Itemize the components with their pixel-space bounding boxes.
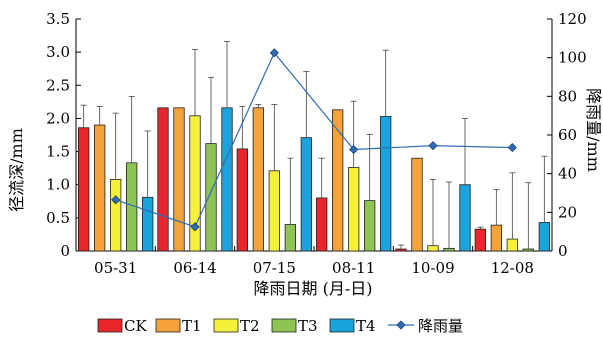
legend-line-marker [396, 320, 406, 330]
bar-t3 [284, 224, 296, 252]
left-tick-label: 1.0 [46, 176, 70, 194]
rainfall-marker [190, 222, 200, 232]
x-tick-label: 10-09 [411, 259, 454, 277]
bar-ck [157, 107, 169, 252]
bar-t4 [300, 137, 312, 252]
legend-swatch-t1 [155, 318, 181, 333]
bar-t4 [538, 222, 550, 252]
legend: CK T1 T2 T3 T4 降雨量 [97, 317, 463, 335]
legend-swatch-t3 [271, 318, 297, 333]
error-bars [80, 41, 548, 250]
rainfall-marker [507, 143, 517, 153]
legend-label-ck: CK [124, 317, 147, 335]
bar-ck [78, 127, 90, 252]
x-tick-label: 05-31 [94, 259, 137, 277]
bar-ck [395, 248, 407, 252]
left-tick-label: 0.5 [46, 209, 70, 227]
bar-t1 [173, 107, 185, 252]
x-axis: 05-31 06-14 07-15 08-11 10-09 12-08 [94, 246, 534, 277]
bar-t4 [142, 196, 154, 252]
left-tick-label: 3.5 [46, 10, 70, 28]
rainfall-marker [428, 141, 438, 151]
rainfall-marker [349, 144, 359, 155]
right-axis-title: 降雨量/mm [584, 88, 603, 172]
x-tick-label: 06-14 [173, 259, 216, 277]
rainfall-marker [111, 195, 121, 205]
bar-t2 [268, 170, 280, 252]
bar-t3 [443, 247, 455, 252]
x-tick-label: 07-15 [253, 259, 296, 277]
x-tick-label: 12-08 [491, 259, 534, 277]
legend-label-t3: T3 [298, 317, 318, 335]
x-axis-title: 降雨日期 (月-日) [254, 279, 373, 298]
left-tick-label: 2.0 [46, 109, 70, 127]
bar-t2 [348, 167, 360, 252]
right-tick-label: 40 [558, 165, 577, 183]
bar-ck [316, 197, 328, 252]
right-y-axis: 0 20 40 60 80 100 120 [547, 10, 587, 260]
right-tick-label: 100 [558, 49, 587, 67]
bar-t1 [411, 157, 423, 252]
legend-swatch-t2 [213, 318, 239, 333]
right-tick-label: 0 [558, 242, 568, 260]
bar-t1 [252, 107, 264, 252]
rainfall-line-series [111, 48, 517, 232]
bar-t2 [110, 179, 122, 252]
bar-t3 [205, 143, 217, 252]
right-tick-label: 80 [558, 87, 577, 105]
legend-label-rainfall: 降雨量 [418, 317, 463, 335]
left-tick-label: 2.5 [46, 76, 70, 94]
legend-swatch-ck [97, 318, 123, 333]
bar-t2 [506, 238, 518, 252]
bar-t3 [522, 248, 534, 252]
left-tick-label: 3.0 [46, 43, 70, 61]
x-tick-label: 08-11 [332, 259, 375, 277]
left-tick-label: 1.5 [46, 143, 70, 161]
right-tick-label: 60 [558, 126, 577, 144]
bar-t1 [94, 124, 106, 252]
bar-t2 [427, 245, 439, 252]
left-tick-label: 0 [60, 242, 70, 260]
legend-label-t1: T1 [182, 317, 202, 335]
bar-ck [474, 228, 486, 252]
right-tick-label: 20 [558, 203, 577, 221]
bar-t3 [364, 200, 376, 252]
bar-ck [236, 148, 248, 252]
legend-swatch-t4 [329, 318, 355, 333]
bar-t1 [332, 109, 344, 252]
legend-label-t2: T2 [240, 317, 260, 335]
rainfall-line [115, 51, 513, 228]
bar-t4 [380, 116, 392, 252]
left-y-axis: 0 0.5 1.0 1.5 2.0 2.5 3.0 3.5 [46, 10, 81, 260]
bar-t4 [221, 107, 233, 252]
rainfall-marker [269, 48, 279, 58]
bar-t1 [490, 224, 502, 252]
legend-label-t4: T4 [356, 317, 376, 335]
left-axis-title: 径流深/mm [7, 128, 26, 212]
bar-t4 [459, 184, 471, 252]
right-tick-label: 120 [558, 10, 587, 28]
bar-series [78, 107, 550, 252]
